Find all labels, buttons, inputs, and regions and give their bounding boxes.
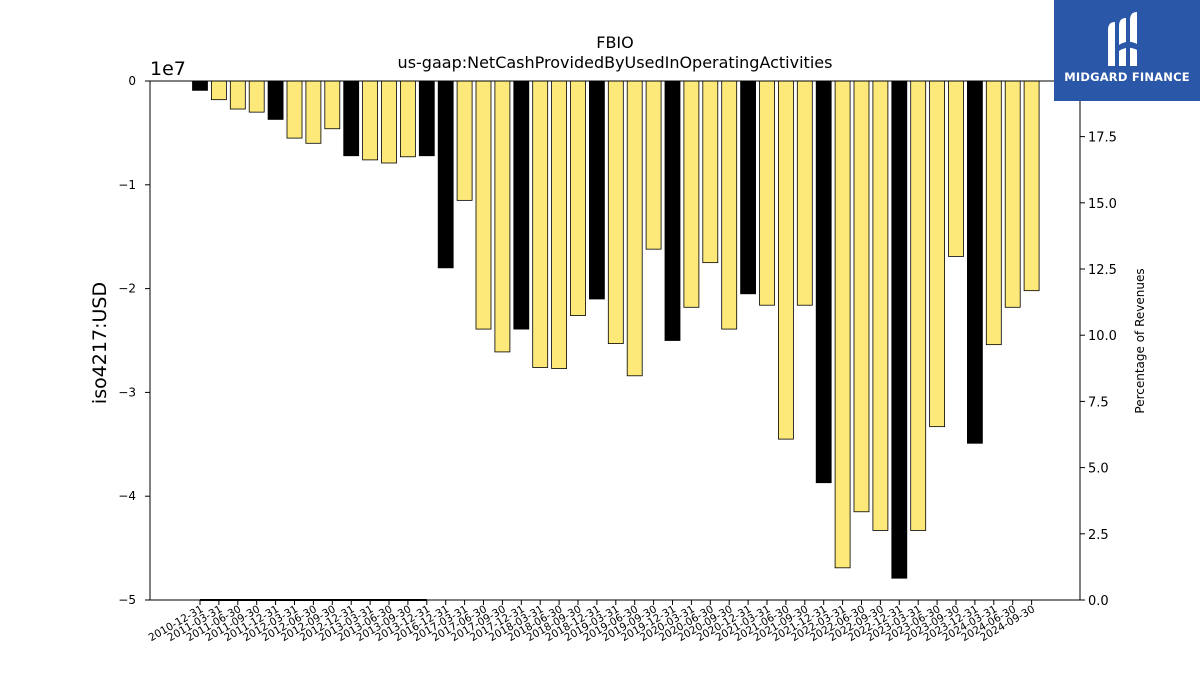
y2-tick-label: 15.0 [1088,197,1117,212]
bar [683,80,700,308]
y2-axis-label: Percentage of Revenues [1133,268,1147,413]
bar [721,80,738,330]
bar [929,80,945,428]
bar [589,80,605,300]
bar [456,80,473,201]
bar [607,80,624,345]
y2-tick-label: 7.5 [1088,395,1109,410]
bar [778,80,794,440]
bar [532,80,549,368]
bar [267,80,284,120]
bar [872,80,889,531]
y2-tick-label: 17.5 [1088,131,1117,146]
chart-subtitle: us-gaap:NetCashProvidedByUsedInOperating… [398,53,833,72]
bar [437,80,454,269]
bar [418,80,435,157]
y2-tick-label: 5.0 [1088,462,1109,477]
bar [343,80,360,157]
bar [494,80,511,353]
y-tick-label: −4 [118,489,136,503]
bar [910,80,927,531]
bar [702,80,719,264]
bar [248,80,265,113]
y-tick-label: 0 [128,74,136,88]
bar [759,80,775,306]
bar [381,80,397,164]
bar [891,80,908,579]
y2-tick-label: 2.5 [1088,528,1109,543]
x-ticks-group: 2010-12-312011-03-312011-06-302011-09-30… [147,600,1037,644]
y-tick-label: −1 [118,178,136,192]
bar [286,80,303,139]
y-offset-label: 1e7 [150,58,186,80]
y-ticks-group: 0 −1 −2 −3 −4 −5 [118,74,150,607]
y-tick-label: −3 [118,385,136,399]
brand-logo-text: MIDGARD FINANCE [1064,70,1190,84]
bar [796,80,813,306]
bar [210,80,227,101]
y-tick-label: −2 [118,282,136,296]
y2-tick-label: 10.0 [1088,329,1117,344]
bar [626,80,643,377]
y2-tick-label: 12.5 [1088,263,1117,278]
bar [305,80,322,144]
bar [740,80,756,295]
y2-tick-label: 0.0 [1088,594,1109,609]
bar [815,80,832,484]
brand-logo: MIDGARD FINANCE [1054,0,1200,101]
midgard-logo-icon [1108,12,1137,66]
y-tick-label: −5 [118,593,136,607]
bar [834,80,851,569]
bar [513,80,530,330]
bar [551,80,567,369]
bar [985,80,1002,346]
bar [1004,80,1021,308]
bar [645,80,662,250]
bar [399,80,416,158]
bar [570,80,586,316]
bar [192,80,208,91]
bar [362,80,379,161]
bar [229,80,246,110]
bar [967,80,983,444]
bar [475,80,492,330]
bar [664,80,681,341]
bar [1023,80,1040,292]
bar [324,80,341,130]
bars-group [192,80,1040,579]
bar [853,80,870,513]
y2-ticks-group: 0.0 2.5 5.0 7.5 10.0 12.5 15.0 17.5 [1080,131,1117,609]
chart-title: FBIO [596,33,634,52]
bar [948,80,964,257]
y-axis-label: iso4217:USD [89,282,111,404]
